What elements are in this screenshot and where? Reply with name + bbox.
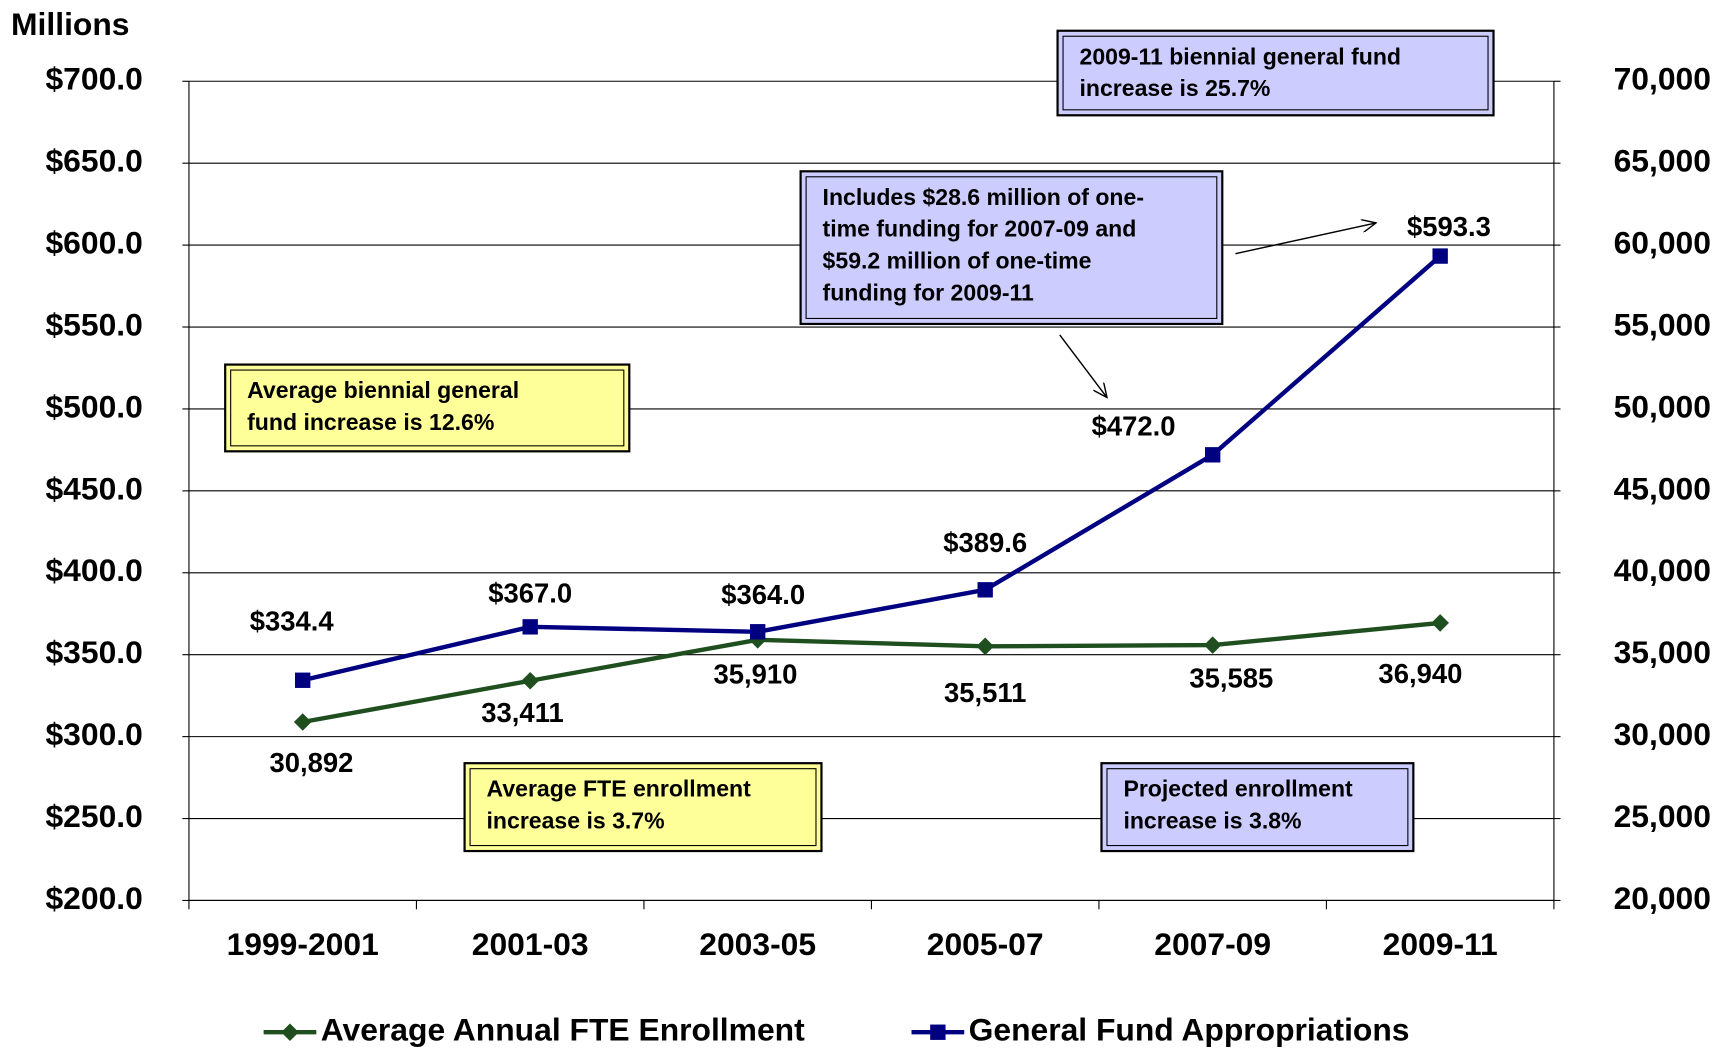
y2-tick-label: 30,000 — [1614, 716, 1711, 752]
arrow — [1235, 223, 1376, 255]
annotation-text: Projected enrollment — [1123, 776, 1353, 802]
annotation-box — [799, 170, 1224, 326]
data-label: 35,585 — [1189, 663, 1273, 694]
data-label: $389.6 — [943, 527, 1027, 558]
marker — [1431, 614, 1449, 632]
marker — [522, 619, 538, 635]
annotation-box — [224, 363, 631, 453]
marker — [749, 624, 766, 640]
data-label: 35,910 — [714, 658, 798, 689]
y2-tick-label: 55,000 — [1614, 306, 1711, 342]
y-tick-label: $200.0 — [45, 880, 142, 916]
annotation-text: funding for 2009-11 — [823, 279, 1034, 305]
marker — [293, 713, 312, 731]
annotation-box-inner — [230, 369, 625, 447]
y-tick-label: $350.0 — [45, 634, 142, 670]
y-tick-label: $600.0 — [45, 225, 142, 261]
annotation-text: Average biennial general — [247, 377, 519, 403]
marker — [521, 671, 539, 690]
y2-tick-label: 65,000 — [1614, 143, 1711, 179]
data-label: 35,511 — [944, 677, 1026, 708]
legend-marker — [930, 1024, 946, 1040]
marker — [1204, 447, 1221, 463]
data-label: $364.0 — [721, 579, 805, 610]
data-label: 33,411 — [481, 697, 563, 728]
annotation-box-inner — [805, 176, 1218, 320]
x-tick-label: 2003-05 — [699, 926, 816, 962]
data-label: $334.4 — [250, 605, 335, 636]
annotation-text: $59.2 million of one-time — [823, 248, 1092, 274]
data-label: 36,940 — [1378, 658, 1462, 689]
y2-tick-label: 20,000 — [1614, 880, 1711, 916]
annotation-box — [463, 762, 823, 853]
annotation-box-inner — [1106, 768, 1409, 847]
data-label: $367.0 — [488, 577, 572, 608]
annotation-text: increase is 3.8% — [1123, 808, 1301, 834]
y2-tick-label: 35,000 — [1614, 634, 1711, 670]
y-axis-label: Millions — [11, 6, 129, 42]
annotation-box — [1056, 29, 1495, 117]
legend-marker — [281, 1023, 299, 1042]
y-tick-label: $300.0 — [45, 716, 142, 752]
data-label: $472.0 — [1092, 411, 1176, 442]
annotation-text: Average FTE enrollment — [487, 776, 752, 802]
legend-label: Average Annual FTE Enrollment — [321, 1012, 805, 1048]
data-label: 30,892 — [270, 747, 354, 778]
marker — [1203, 636, 1222, 654]
y-tick-label: $550.0 — [45, 306, 142, 342]
y-tick-label: $700.0 — [45, 61, 142, 97]
x-tick-label: 2007-09 — [1154, 926, 1271, 962]
annotation-box — [1100, 762, 1415, 853]
y-tick-label: $500.0 — [45, 388, 142, 424]
marker — [1432, 248, 1448, 264]
legend-label: General Fund Appropriations — [969, 1012, 1410, 1048]
marker — [977, 582, 993, 598]
y2-tick-label: 45,000 — [1614, 470, 1711, 506]
x-tick-label: 2009-11 — [1383, 926, 1498, 962]
marker — [976, 637, 994, 656]
x-tick-label: 2005-07 — [927, 926, 1044, 962]
y2-tick-label: 40,000 — [1614, 552, 1711, 588]
annotation-text: increase is 25.7% — [1080, 75, 1271, 101]
y2-tick-label: 50,000 — [1614, 388, 1711, 424]
annotation-text: fund increase is 12.6% — [247, 409, 494, 435]
y2-tick-label: 60,000 — [1614, 225, 1711, 261]
y2-tick-label: 70,000 — [1614, 61, 1711, 97]
y-tick-label: $450.0 — [45, 470, 142, 506]
y-tick-label: $250.0 — [45, 798, 142, 834]
annotation-box-inner — [469, 768, 817, 847]
data-label: $593.3 — [1407, 211, 1491, 242]
arrow — [1059, 334, 1107, 398]
series-line — [302, 254, 1442, 683]
series-line — [302, 620, 1441, 725]
annotation-text: time funding for 2007-09 and — [823, 216, 1137, 242]
x-tick-label: 1999-2001 — [227, 926, 379, 962]
annotation-box-inner — [1062, 35, 1489, 111]
marker — [295, 672, 311, 688]
annotation-text: increase is 3.7% — [487, 808, 665, 834]
annotation-text: Includes $28.6 million of one- — [823, 184, 1144, 210]
y2-tick-label: 25,000 — [1614, 798, 1711, 834]
y-tick-label: $650.0 — [45, 143, 142, 179]
x-tick-label: 2001-03 — [472, 926, 589, 962]
y-tick-label: $400.0 — [45, 552, 142, 588]
annotation-text: 2009-11 biennial general fund — [1080, 43, 1402, 69]
